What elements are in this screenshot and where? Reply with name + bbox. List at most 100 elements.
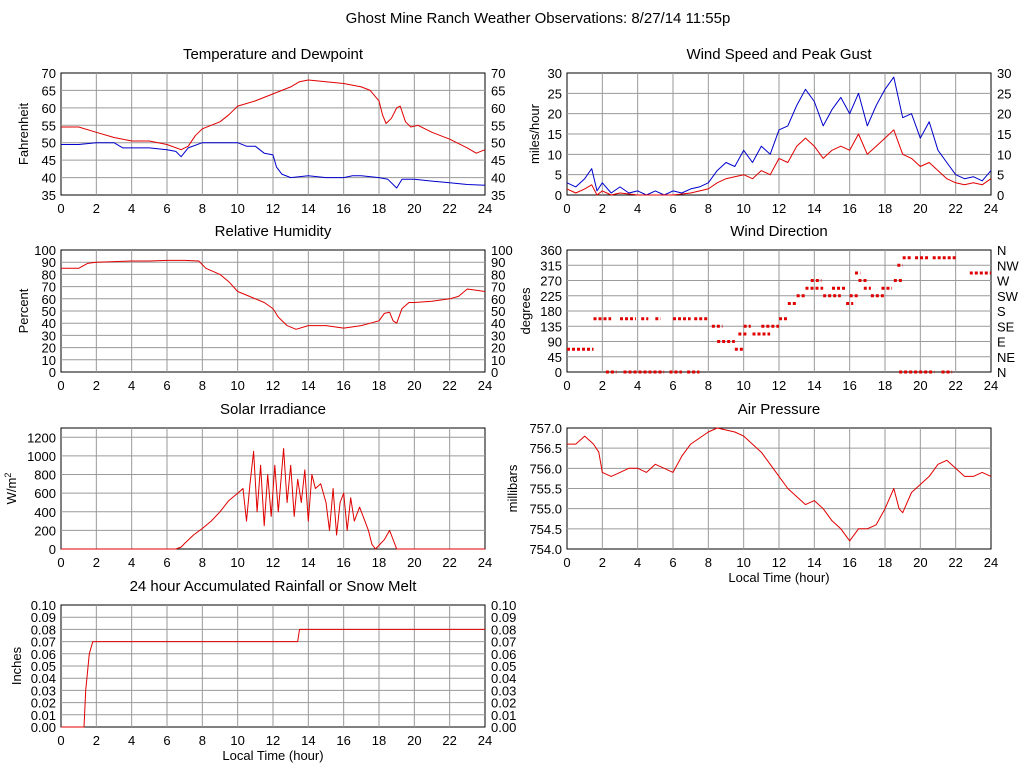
right-tick-label: 5 bbox=[997, 168, 1004, 183]
x-tick-label: 10 bbox=[230, 555, 244, 570]
x-tick-label: 0 bbox=[563, 201, 570, 216]
x-tick-label: 6 bbox=[669, 555, 676, 570]
y-axis-label: degrees bbox=[518, 287, 533, 334]
x-tick-label: 0 bbox=[57, 201, 64, 216]
y-axis-label: Fahrenheit bbox=[16, 103, 31, 166]
x-tick-label: 10 bbox=[230, 378, 244, 393]
y-tick-label: 10 bbox=[548, 147, 562, 162]
y-tick-label: 90 bbox=[42, 255, 56, 270]
x-tick-label: 22 bbox=[442, 378, 456, 393]
y-tick-label: 600 bbox=[34, 486, 56, 501]
y-tick-label: 0.09 bbox=[31, 610, 56, 625]
series-line-red bbox=[567, 427, 992, 542]
x-tick-label: 14 bbox=[807, 378, 821, 393]
x-tick-label: 20 bbox=[913, 378, 927, 393]
y-tick-label: 90 bbox=[548, 335, 562, 350]
x-tick-label: 12 bbox=[772, 201, 786, 216]
y-tick-label: 225 bbox=[540, 289, 562, 304]
x-tick-label: 20 bbox=[407, 733, 421, 748]
x-tick-label: 6 bbox=[669, 378, 676, 393]
right-tick-label: 0 bbox=[997, 188, 1004, 203]
right-tick-label: W bbox=[997, 274, 1010, 289]
y-tick-label: 35 bbox=[42, 188, 56, 203]
y-tick-label: 0.07 bbox=[31, 635, 56, 650]
right-tick-label: 0.09 bbox=[491, 610, 516, 625]
right-tick-label: 0 bbox=[491, 365, 498, 380]
right-tick-label: S bbox=[997, 304, 1006, 319]
right-tick-label: 40 bbox=[491, 316, 505, 331]
x-tick-label: 6 bbox=[669, 201, 676, 216]
right-tick-label: N bbox=[997, 365, 1006, 380]
x-tick-label: 18 bbox=[372, 733, 386, 748]
chart-title: Relative Humidity bbox=[215, 223, 332, 240]
x-tick-label: 24 bbox=[478, 733, 492, 748]
right-tick-label: 0.02 bbox=[491, 696, 516, 711]
y-tick-label: 0.08 bbox=[31, 622, 56, 637]
chart-title: Temperature and Dewpoint bbox=[183, 46, 364, 63]
x-tick-label: 18 bbox=[878, 201, 892, 216]
y-tick-label: 180 bbox=[540, 304, 562, 319]
y-tick-label: 60 bbox=[42, 292, 56, 307]
y-tick-label: 756.0 bbox=[529, 461, 562, 476]
y-tick-label: 0 bbox=[49, 542, 56, 557]
x-tick-label: 2 bbox=[599, 555, 606, 570]
right-tick-label: E bbox=[997, 335, 1006, 350]
x-tick-label: 16 bbox=[336, 555, 350, 570]
x-axis-label: Local Time (hour) bbox=[222, 748, 323, 763]
x-tick-label: 14 bbox=[301, 733, 315, 748]
y-axis-label: Inches bbox=[9, 646, 24, 685]
x-tick-label: 22 bbox=[948, 555, 962, 570]
x-tick-label: 0 bbox=[57, 378, 64, 393]
y-tick-label: 0.02 bbox=[31, 696, 56, 711]
x-tick-label: 24 bbox=[984, 555, 998, 570]
y-tick-label: 60 bbox=[42, 101, 56, 116]
right-tick-label: N bbox=[997, 243, 1006, 258]
x-tick-label: 12 bbox=[266, 201, 280, 216]
y-axis-label: Percent bbox=[16, 288, 31, 333]
series-line-red bbox=[566, 129, 992, 196]
x-tick-label: 16 bbox=[842, 555, 856, 570]
y-axis-label: millibars bbox=[505, 464, 520, 512]
chart-title: Solar Irradiance bbox=[220, 401, 326, 418]
y-tick-label: 70 bbox=[42, 280, 56, 295]
y-tick-label: 15 bbox=[548, 127, 562, 142]
y-tick-label: 0.00 bbox=[31, 720, 56, 735]
y-tick-label: 1200 bbox=[27, 430, 56, 445]
x-tick-label: 24 bbox=[478, 201, 492, 216]
y-tick-label: 80 bbox=[42, 267, 56, 282]
x-tick-label: 8 bbox=[705, 555, 712, 570]
right-tick-label: 90 bbox=[491, 255, 505, 270]
chart-title: Air Pressure bbox=[738, 401, 821, 418]
x-tick-label: 14 bbox=[301, 555, 315, 570]
y-axis-label: W/m2 bbox=[3, 473, 19, 505]
x-axis-label: Local Time (hour) bbox=[728, 570, 829, 585]
x-tick-label: 10 bbox=[230, 201, 244, 216]
x-tick-label: 6 bbox=[163, 733, 170, 748]
x-tick-label: 8 bbox=[199, 378, 206, 393]
x-tick-label: 18 bbox=[372, 555, 386, 570]
series-line-blue bbox=[566, 76, 992, 196]
x-tick-label: 14 bbox=[807, 201, 821, 216]
chart-title: Wind Speed and Peak Gust bbox=[686, 46, 872, 63]
right-tick-label: 0.07 bbox=[491, 635, 516, 650]
series-line-red bbox=[61, 79, 486, 154]
x-tick-label: 18 bbox=[372, 378, 386, 393]
x-tick-label: 2 bbox=[93, 733, 100, 748]
right-tick-label: 0.04 bbox=[491, 671, 516, 686]
x-tick-label: 24 bbox=[478, 555, 492, 570]
y-axis-label-sup: 2 bbox=[3, 473, 13, 478]
x-tick-label: 10 bbox=[736, 201, 750, 216]
y-tick-label: 270 bbox=[540, 274, 562, 289]
x-tick-label: 18 bbox=[878, 378, 892, 393]
y-tick-label: 65 bbox=[42, 83, 56, 98]
right-tick-label: 50 bbox=[491, 304, 505, 319]
series-line-red bbox=[61, 259, 486, 330]
right-tick-label: 30 bbox=[491, 328, 505, 343]
right-tick-label: 0.00 bbox=[491, 720, 516, 735]
right-tick-label: 10 bbox=[491, 353, 505, 368]
y-tick-label: 0.03 bbox=[31, 683, 56, 698]
x-tick-label: 14 bbox=[301, 378, 315, 393]
